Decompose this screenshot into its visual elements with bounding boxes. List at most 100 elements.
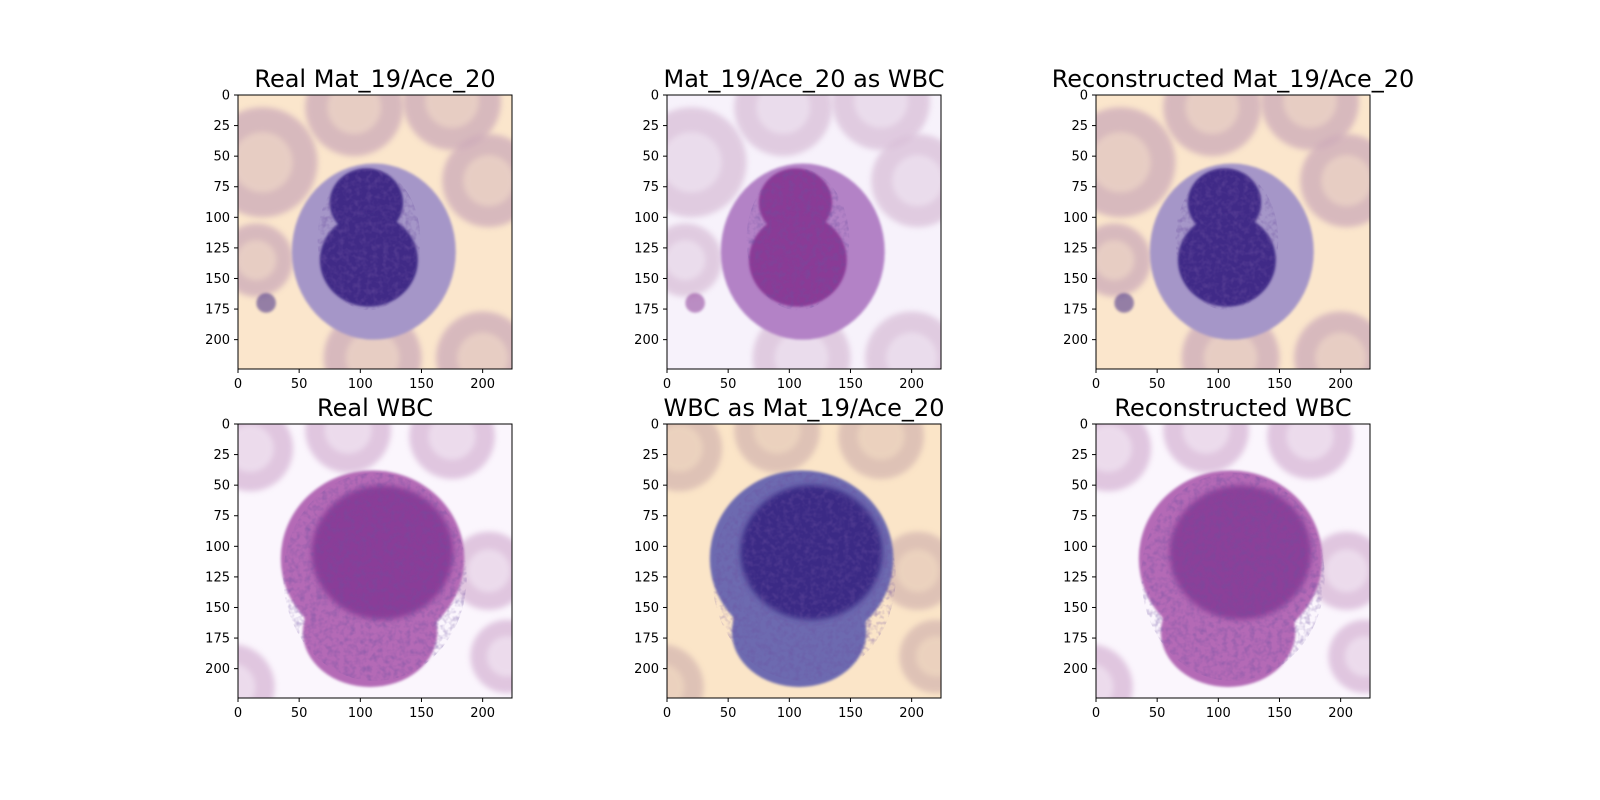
panel-real-b: Real WBC 0 25 50 75 100 125 150 175 200 0 50 100 150 2…: [205, 394, 513, 721]
panel-title: Real Mat_19/Ace_20: [254, 65, 495, 93]
red-blood-cell-center: [896, 549, 940, 593]
y-tick-label: 200: [634, 662, 659, 677]
axes-frame: [666, 423, 942, 699]
y-tick-label: 0: [651, 418, 659, 433]
red-blood-cell-center: [1321, 155, 1370, 207]
red-blood-cell-center: [854, 95, 908, 129]
red-blood-cell-center: [1344, 636, 1370, 677]
red-blood-cell-center: [238, 239, 277, 281]
x-tick-label: 100: [348, 706, 373, 721]
y-tick-label: 25: [642, 448, 659, 463]
red-blood-cell-center: [1325, 549, 1369, 593]
panel-title: Reconstructed WBC: [1114, 394, 1351, 422]
y-tick-label: 0: [651, 89, 659, 104]
y-tick-label: 150: [634, 272, 659, 287]
y-tick-label: 200: [1063, 333, 1088, 348]
y-tick-label: 100: [634, 211, 659, 226]
red-blood-cell-center: [915, 636, 941, 677]
granule-texture: [283, 472, 467, 681]
cell-image: [667, 95, 941, 369]
axes-frame: [1095, 94, 1371, 370]
y-tick-label: 125: [634, 570, 659, 585]
platelet: [685, 293, 705, 313]
red-blood-cell-center: [467, 549, 511, 593]
y-tick-label: 25: [213, 448, 230, 463]
panel-title: Mat_19/Ace_20 as WBC: [664, 65, 945, 93]
red-blood-cell-center: [667, 132, 722, 193]
y-tick-label: 0: [222, 89, 230, 104]
y-tick-label: 25: [1071, 119, 1088, 134]
y-tick-label: 175: [1063, 303, 1088, 318]
x-tick-label: 200: [470, 706, 495, 721]
x-tick-label: 200: [1328, 706, 1353, 721]
x-tick-label: 100: [1206, 706, 1231, 721]
red-blood-cell-center: [1096, 132, 1151, 193]
red-blood-cell-center: [238, 424, 274, 473]
red-blood-cell-center: [1182, 424, 1230, 454]
y-tick-label: 200: [205, 662, 230, 677]
red-blood-cell-center: [667, 424, 703, 473]
panel-recon-b: Reconstructed WBC 0 25 50 75 100 125 150 175 200 0…: [1063, 394, 1371, 721]
x-tick-label: 50: [720, 706, 737, 721]
y-tick-label: 50: [642, 479, 659, 494]
red-blood-cell-center: [463, 155, 512, 207]
x-tick-label: 50: [291, 706, 308, 721]
x-tick-label: 200: [470, 377, 495, 392]
red-blood-cell-center: [486, 636, 512, 677]
x-tick-label: 100: [1206, 377, 1231, 392]
y-tick-label: 100: [205, 540, 230, 555]
red-blood-cell-center: [1283, 95, 1337, 129]
panel-real-a: Real Mat_19/Ace_20 0 25 50 75 100 125 150 175 200…: [205, 65, 513, 392]
red-blood-cell-center: [425, 95, 479, 129]
red-blood-cell: [667, 644, 704, 698]
red-blood-cell-center: [1185, 95, 1240, 135]
x-tick-label: 0: [1092, 706, 1100, 721]
cell-image: [238, 424, 512, 698]
panel-title: WBC as Mat_19/Ace_20: [664, 394, 945, 422]
y-tick-label: 50: [642, 150, 659, 165]
red-blood-cell-center: [345, 331, 400, 369]
y-tick-label: 150: [1063, 601, 1088, 616]
y-tick-label: 175: [634, 632, 659, 647]
y-tick-label: 50: [213, 150, 230, 165]
y-tick-label: 125: [634, 241, 659, 256]
x-tick-label: 100: [777, 706, 802, 721]
axes-frame: [1095, 423, 1371, 699]
cell-image: [238, 95, 512, 369]
nucleus-texture: [1175, 168, 1279, 311]
axes-frame: [237, 94, 513, 370]
y-tick-label: 200: [1063, 662, 1088, 677]
x-tick-label: 0: [234, 377, 242, 392]
x-tick-label: 100: [348, 377, 373, 392]
y-tick-label: 125: [205, 570, 230, 585]
y-tick-label: 75: [642, 509, 659, 524]
y-tick-label: 175: [1063, 632, 1088, 647]
y-tick-label: 0: [222, 418, 230, 433]
red-blood-cell-center: [1096, 424, 1132, 473]
x-tick-label: 50: [1149, 706, 1166, 721]
platelet: [1114, 293, 1134, 313]
granule-texture: [712, 472, 896, 681]
y-tick-label: 125: [1063, 570, 1088, 585]
red-blood-cell-center: [1096, 664, 1114, 698]
red-blood-cell: [238, 644, 275, 698]
y-tick-label: 200: [205, 333, 230, 348]
nucleus-texture: [317, 168, 421, 311]
x-tick-label: 200: [899, 377, 924, 392]
panel-title: Reconstructed Mat_19/Ace_20: [1052, 65, 1415, 93]
cell-image: [667, 424, 941, 698]
y-tick-label: 125: [205, 241, 230, 256]
x-tick-label: 0: [234, 706, 242, 721]
y-tick-label: 150: [205, 272, 230, 287]
red-blood-cell-center: [428, 424, 476, 460]
platelet: [256, 293, 276, 313]
x-tick-label: 50: [720, 377, 737, 392]
y-tick-label: 75: [642, 180, 659, 195]
x-tick-label: 150: [838, 377, 863, 392]
y-tick-label: 0: [1080, 418, 1088, 433]
red-blood-cell-center: [1286, 424, 1334, 460]
x-tick-label: 50: [291, 377, 308, 392]
panel-recon-a: Reconstructed Mat_19/Ace_200255075100125…: [1052, 65, 1415, 392]
red-blood-cell-center: [1203, 331, 1258, 369]
